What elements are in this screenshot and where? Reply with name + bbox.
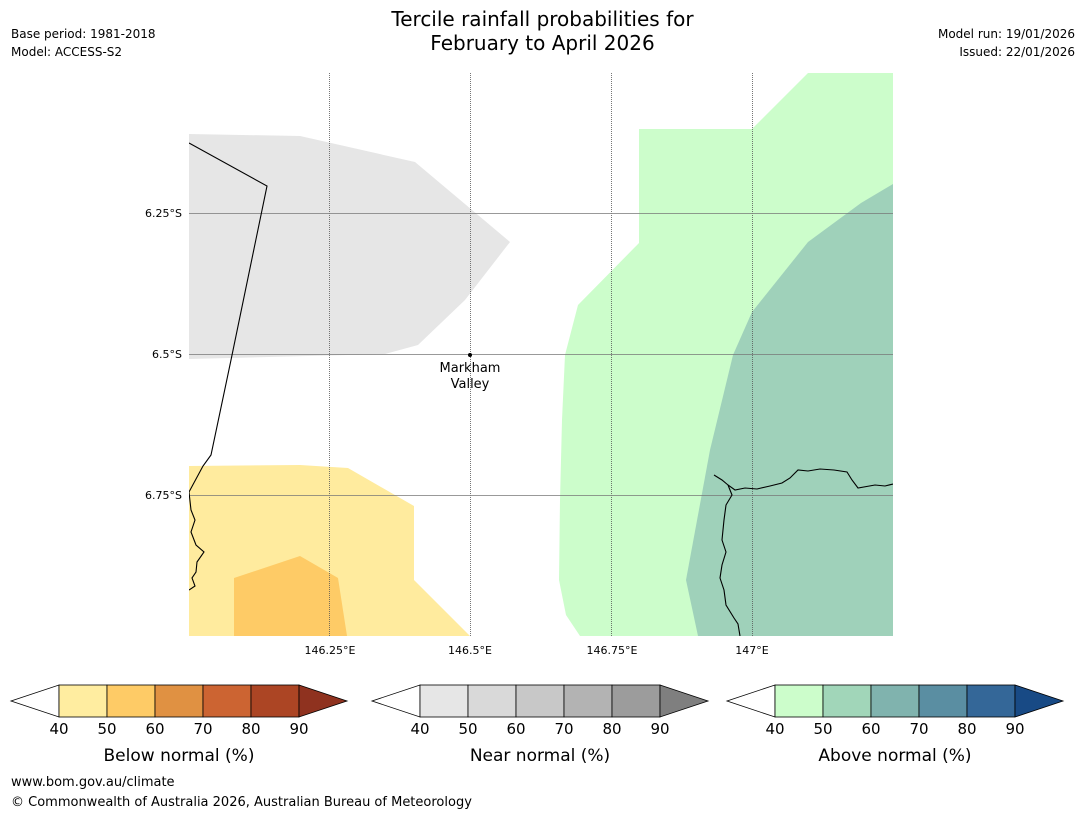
legend-tick-label: 40 [765, 720, 784, 738]
lon-label: 146.5°E [448, 644, 492, 657]
legend-over-triangle [659, 684, 710, 718]
header-meta-right: Model run: 19/01/2026 Issued: 22/01/2026 [938, 25, 1075, 61]
lon-label: 146.75°E [587, 644, 638, 657]
header-meta-left: Base period: 1981-2018 Model: ACCESS-S2 [11, 25, 156, 61]
legend-color-segment [58, 684, 108, 718]
legend-color-segment [611, 684, 661, 718]
lat-label: 6.25°S [145, 207, 182, 220]
lat-label: 6.75°S [145, 489, 182, 502]
gridlines [189, 73, 893, 636]
title-line-1: Tercile rainfall probabilities for [391, 7, 694, 31]
legend-under-triangle [370, 684, 421, 718]
legend-tick-label: 90 [650, 720, 669, 738]
lat-label: 6.5°S [152, 348, 182, 361]
legend-tick-label: 90 [1005, 720, 1024, 738]
issued-text: Issued: 22/01/2026 [959, 45, 1075, 59]
lon-label: 147°E [735, 644, 768, 657]
legend-color-segment [202, 684, 252, 718]
above-normal-50-region [686, 184, 893, 636]
legend-color-segment [106, 684, 156, 718]
legend-tick-label: 50 [458, 720, 477, 738]
legend-tick-label: 70 [554, 720, 573, 738]
legend-tick-label: 60 [861, 720, 880, 738]
legend-color-segment [419, 684, 469, 718]
model-text: Model: ACCESS-S2 [11, 45, 123, 59]
above-normal-legend: 40 50 60 70 80 90 Above normal (%) [725, 684, 1065, 766]
legend-under-triangle [9, 684, 60, 718]
legend-tick-label: 40 [49, 720, 68, 738]
place-label-line-2: Valley [451, 377, 490, 392]
legend-color-segment [515, 684, 565, 718]
legend-tick-label: 70 [909, 720, 928, 738]
legend-over-triangle [298, 684, 349, 718]
near-normal-legend: 40 50 60 70 80 90 Near normal (%) [370, 684, 710, 766]
title-line-2: February to April 2026 [430, 31, 655, 55]
legend-title: Above normal (%) [818, 746, 971, 766]
footer-copyright: © Commonwealth of Australia 2026, Austra… [11, 795, 472, 810]
legend-row: 40 50 60 70 80 90 Below normal (%) 40 50 60 70 80 9… [9, 684, 1065, 766]
legend-tick-label: 60 [145, 720, 164, 738]
model-run-text: Model run: 19/01/2026 [937, 27, 1075, 41]
coastline [713, 468, 893, 491]
legend-color-segment [870, 684, 920, 718]
below-normal-50-region [234, 556, 347, 636]
legend-over-triangle [1014, 684, 1065, 718]
footer-website[interactable]: www.bom.gov.au/climate [11, 775, 175, 790]
place-label-line-1: Markham [440, 361, 501, 376]
legend-under-triangle [725, 684, 776, 718]
coastline-river [719, 484, 741, 636]
legend-tick-label: 70 [193, 720, 212, 738]
legend-tick-label: 40 [410, 720, 429, 738]
map-area [189, 73, 893, 636]
legend-tick-label: 50 [813, 720, 832, 738]
legend-color-segment [774, 684, 824, 718]
legend-color-segment [467, 684, 517, 718]
district-boundary [189, 142, 268, 493]
legend-tick-label: 80 [602, 720, 621, 738]
legend-color-segment [563, 684, 613, 718]
legend-tick-label: 80 [957, 720, 976, 738]
legend-tick-label: 90 [289, 720, 308, 738]
legend-tick-label: 50 [97, 720, 116, 738]
legend-color-segment [250, 684, 300, 718]
legend-color-segment [966, 684, 1016, 718]
map-title: Tercile rainfall probabilities for Febru… [0, 7, 1085, 55]
legend-title: Near normal (%) [470, 746, 610, 766]
legend-title: Below normal (%) [104, 746, 255, 766]
district-boundary-south [189, 491, 205, 591]
legend-color-segment [918, 684, 968, 718]
legend-color-segment [154, 684, 204, 718]
legend-tick-label: 60 [506, 720, 525, 738]
legend-tick-label: 80 [241, 720, 260, 738]
near-normal-40-region [189, 134, 510, 359]
base-period-text: Base period: 1981-2018 [11, 27, 156, 41]
below-normal-legend: 40 50 60 70 80 90 Below normal (%) [9, 684, 349, 766]
location-marker[interactable] [468, 353, 472, 357]
lon-label: 146.25°E [305, 644, 356, 657]
legend-color-segment [822, 684, 872, 718]
